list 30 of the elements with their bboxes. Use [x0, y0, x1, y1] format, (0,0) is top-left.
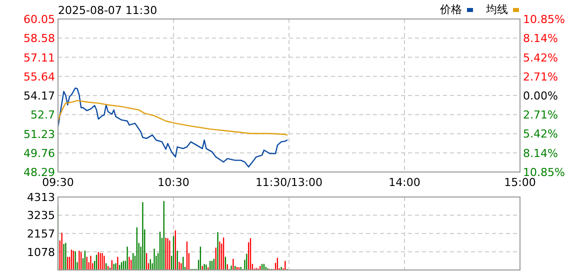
- legend-label: 价格: [439, 3, 462, 16]
- y-tick-label: 55.64: [24, 70, 55, 84]
- x-tick-label: 09:30: [42, 176, 74, 189]
- y2-tick-label: 8.14%: [523, 146, 558, 160]
- y-tick-label: 1078: [27, 246, 55, 259]
- x-tick-label: 15:00: [504, 176, 536, 189]
- x-tick-label: 10:30: [158, 176, 190, 189]
- y-tick-label: 48.29: [24, 166, 55, 179]
- y-tick-label: 57.11: [24, 51, 55, 64]
- legend-label: 均线: [485, 3, 508, 16]
- y-tick-label: 54.17: [24, 90, 55, 102]
- y2-tick-label: 2.71%: [523, 70, 558, 84]
- x-tick-label: 11:30/13:00: [255, 176, 323, 189]
- y2-tick-label: 5.42%: [523, 51, 558, 64]
- y2-tick-label: 8.14%: [523, 32, 558, 46]
- x-tick-label: 14:00: [388, 176, 420, 189]
- y-tick-label: 2157: [27, 227, 55, 240]
- y2-tick-label: 10.85%: [523, 13, 565, 26]
- y-tick-label: 3235: [27, 209, 55, 222]
- y-tick-label: 51.23: [24, 128, 55, 141]
- y-tick-label: 52.7: [30, 108, 55, 122]
- y-tick-label: 49.76: [24, 146, 55, 160]
- y-tick-label: 60.05: [24, 13, 55, 26]
- y-tick-label: 4313: [27, 191, 55, 204]
- y2-tick-label: 10.85%: [523, 166, 565, 179]
- y-tick-label: 58.58: [24, 32, 55, 46]
- y2-tick-label: 2.71%: [523, 108, 558, 122]
- y2-tick-label: 5.42%: [523, 128, 558, 141]
- chart-title: 2025-08-07 11:30: [58, 4, 158, 17]
- y2-tick-label: 0.00%: [523, 90, 558, 102]
